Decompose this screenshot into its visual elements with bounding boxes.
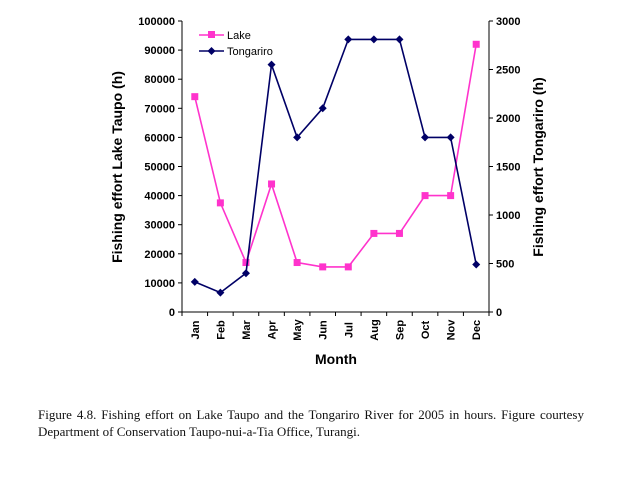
lake-series-line — [194, 44, 477, 268]
lake-point-jun — [319, 263, 327, 271]
x-tick-label-aug: Aug — [369, 319, 381, 340]
tongariro-point-nov — [446, 133, 455, 142]
lake-point-jan — [191, 93, 199, 101]
tongariro-series-line — [194, 38, 477, 294]
tongariro-point-jan — [190, 277, 199, 286]
tongariro-point-jul — [344, 35, 353, 44]
left-tick-label: 90000 — [144, 45, 175, 57]
left-tick-label: 40000 — [144, 191, 175, 203]
tongariro-point-feb — [216, 288, 225, 297]
right-y-axis-title: Fishing effort Tongariro (h) — [530, 77, 546, 256]
right-tick-label: 2500 — [496, 65, 520, 77]
left-tick-label: 10000 — [144, 278, 175, 290]
left-tick-label: 70000 — [144, 103, 175, 115]
plot-frame — [181, 21, 490, 313]
legend-lake-marker — [208, 31, 215, 38]
right-tick-label: 500 — [496, 259, 514, 271]
lake-point-aug — [370, 229, 378, 237]
legend-tongariro-label: Tongariro — [227, 46, 273, 58]
x-tick-label-nov: Nov — [446, 319, 458, 341]
tongariro-point-oct — [421, 133, 430, 142]
x-tick-label-may: May — [292, 318, 304, 340]
left-tick-label: 0 — [169, 307, 175, 319]
lake-point-sep — [395, 229, 403, 237]
x-tick-label-dec: Dec — [471, 320, 483, 340]
right-tick-label: 1500 — [496, 162, 520, 174]
legend-tongariro-marker — [207, 47, 216, 55]
tongariro-point-dec — [472, 260, 481, 269]
right-tick-label: 2000 — [496, 113, 520, 125]
left-tick-label: 100000 — [138, 16, 175, 28]
lake-point-may — [293, 259, 301, 267]
x-tick-label-oct: Oct — [420, 320, 432, 339]
lake-point-apr — [268, 180, 276, 188]
x-tick-label-feb: Feb — [215, 320, 227, 340]
lake-point-nov — [447, 192, 455, 200]
tongariro-point-apr — [267, 60, 276, 69]
left-tick-label: 30000 — [144, 220, 175, 232]
series-layer — [190, 35, 481, 297]
x-tick-label-apr: Apr — [267, 320, 279, 340]
left-tick-label: 80000 — [144, 74, 175, 86]
right-tick-label: 0 — [496, 307, 502, 319]
x-tick-label-sep: Sep — [394, 320, 406, 340]
right-tick-label: 1000 — [496, 210, 520, 222]
x-tick-label-mar: Mar — [241, 320, 253, 340]
lake-point-feb — [216, 199, 224, 207]
tongariro-point-sep — [395, 35, 404, 44]
x-axis-title: Month — [315, 351, 357, 367]
lake-point-mar — [242, 259, 250, 267]
lake-point-oct — [421, 192, 429, 200]
legend: Lake Tongariro — [199, 30, 273, 58]
tongariro-point-may — [293, 133, 302, 142]
tongariro-point-jun — [318, 104, 327, 113]
left-tick-label: 50000 — [144, 162, 175, 174]
x-tick-label-jun: Jun — [318, 320, 330, 340]
lake-point-jul — [344, 263, 352, 271]
x-axis: Jan Feb Mar Apr May Jun Jul Aug Sep Oct Nov Dec — [181, 312, 490, 341]
left-tick-label: 20000 — [144, 249, 175, 261]
x-tick-label-jul: Jul — [343, 322, 355, 338]
right-tick-label: 3000 — [496, 16, 520, 28]
tongariro-point-mar — [241, 269, 250, 278]
dual-axis-line-chart: 0100002000030000400005000060000700008000… — [109, 16, 546, 367]
right-y-axis: 0 500 1000 1500 2000 2500 3000 — [489, 16, 520, 319]
left-y-axis-title: Fishing effort Lake Taupo (h) — [109, 71, 125, 263]
left-y-axis: 0 10000 20000 30000 40000 50000 60000 70000 8000… — [138, 16, 182, 319]
tongariro-point-aug — [369, 35, 378, 44]
figure-caption: Figure 4.8. Fishing effort on Lake Taupo… — [38, 407, 584, 439]
lake-point-dec — [472, 40, 480, 48]
legend-lake-label: Lake — [227, 30, 251, 42]
x-tick-label-jan: Jan — [190, 320, 202, 339]
left-tick-label: 60000 — [144, 132, 175, 144]
